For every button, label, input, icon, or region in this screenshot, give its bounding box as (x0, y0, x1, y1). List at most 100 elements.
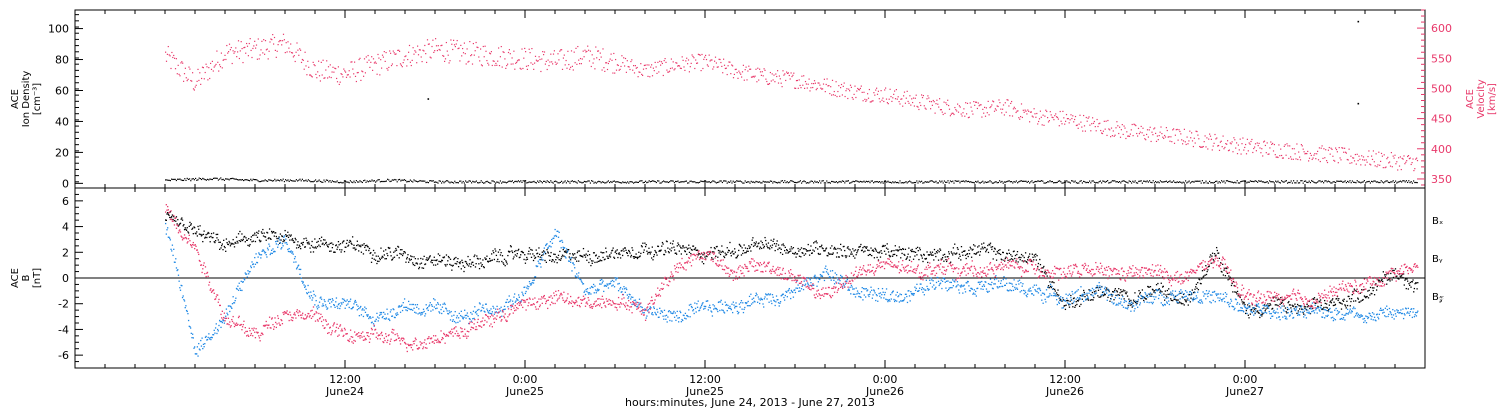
density-point (324, 181, 326, 183)
density-point (453, 182, 455, 184)
velocity-point (333, 71, 335, 73)
velocity-point (1166, 129, 1168, 132)
bx-point (935, 251, 938, 253)
density-point (1185, 180, 1187, 182)
bx-point (628, 250, 631, 253)
density-point (791, 180, 793, 182)
velocity-point (1058, 125, 1060, 127)
velocity-point (1119, 136, 1122, 138)
velocity-point (1069, 119, 1071, 121)
bx-point (873, 250, 875, 252)
bx-point (209, 241, 211, 243)
by-point (499, 310, 502, 312)
velocity-point (272, 34, 274, 36)
by-point (169, 239, 172, 241)
by-point (206, 339, 208, 341)
bx-point (524, 254, 526, 256)
bx-point (792, 247, 795, 249)
bx-point (735, 257, 737, 259)
bx-point (880, 250, 882, 252)
velocity-point (1416, 157, 1418, 159)
density-point (1228, 180, 1230, 183)
density-point (642, 182, 644, 184)
velocity-point (1382, 167, 1384, 169)
velocity-point (671, 67, 673, 69)
bx-point (1322, 308, 1324, 310)
velocity-point (468, 60, 470, 62)
by-point (261, 250, 263, 252)
bx-point (945, 260, 948, 263)
by-point (484, 303, 487, 305)
by-point (464, 314, 466, 317)
bx-point (499, 254, 502, 256)
velocity-point (869, 101, 871, 103)
density-point (1036, 180, 1038, 183)
velocity-point (1277, 156, 1279, 159)
bx-point (458, 261, 460, 264)
by-point (492, 305, 494, 308)
velocity-point (589, 50, 591, 52)
velocity-point (965, 102, 967, 104)
bx-point (614, 251, 616, 253)
velocity-point (1312, 157, 1314, 159)
bx-point (1180, 302, 1182, 304)
velocity-point (280, 40, 282, 42)
density-point (439, 180, 441, 182)
bx-point (177, 218, 179, 221)
bx-point (906, 256, 909, 258)
by-point (301, 280, 303, 283)
bx-point (356, 240, 358, 242)
density-point (867, 181, 869, 183)
bx-point (1091, 291, 1094, 294)
density-point (1049, 180, 1051, 182)
by-point (252, 263, 255, 265)
density-point (544, 180, 546, 183)
bx-point (1362, 298, 1364, 301)
bx-point (1230, 277, 1232, 280)
velocity-point (326, 60, 328, 62)
bx-point (883, 250, 886, 252)
bx-point (651, 257, 653, 259)
bx-point (1409, 284, 1411, 286)
density-point (451, 181, 453, 184)
bx-point (566, 250, 568, 253)
by-point (536, 265, 538, 268)
velocity-point (1127, 135, 1129, 137)
bx-point (1305, 306, 1307, 308)
bx-point (863, 245, 865, 248)
velocity-point (1319, 160, 1321, 163)
bx-point (528, 250, 530, 252)
bx-point (1342, 300, 1345, 302)
velocity-point (1065, 120, 1067, 122)
by-point (281, 247, 283, 249)
density-point (202, 177, 204, 180)
velocity-point (484, 45, 486, 47)
density-point (472, 180, 474, 182)
velocity-point (1393, 157, 1395, 159)
bx-point (278, 236, 280, 238)
bx-point (412, 262, 414, 264)
density-point (457, 182, 459, 184)
bx-point (349, 239, 351, 242)
bx-point (694, 247, 697, 249)
bx-point (545, 261, 547, 263)
density-point (203, 178, 205, 180)
velocity-point (196, 80, 198, 82)
density-point (1380, 180, 1382, 182)
density-point (1001, 180, 1003, 183)
bx-point (904, 254, 906, 256)
bx-point (1107, 296, 1109, 299)
velocity-point (291, 52, 293, 54)
bx-point (1291, 304, 1293, 306)
bx-point (985, 249, 988, 251)
bx-point (356, 244, 358, 247)
by-point (436, 307, 438, 309)
velocity-point (752, 75, 754, 77)
density-point (1181, 182, 1183, 184)
by-point (210, 338, 212, 341)
velocity-point (428, 43, 430, 45)
bx-point (476, 257, 479, 260)
velocity-point (777, 82, 780, 84)
by-point (213, 329, 215, 332)
by-point (516, 299, 518, 301)
